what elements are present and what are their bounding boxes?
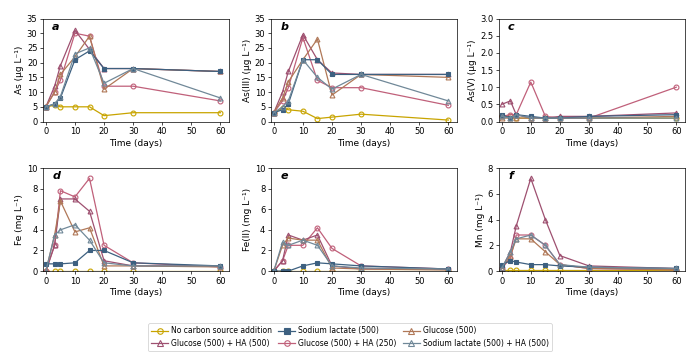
X-axis label: Time (days): Time (days)	[109, 139, 162, 148]
Text: c: c	[508, 22, 514, 32]
Text: a: a	[52, 22, 60, 32]
Y-axis label: As(III) (μg L⁻¹): As(III) (μg L⁻¹)	[243, 38, 252, 102]
Y-axis label: As(V) (μg L⁻¹): As(V) (μg L⁻¹)	[468, 39, 477, 101]
X-axis label: Time (days): Time (days)	[566, 288, 619, 297]
Y-axis label: Mn (mg L⁻¹): Mn (mg L⁻¹)	[476, 192, 485, 247]
X-axis label: Time (days): Time (days)	[566, 139, 619, 148]
Y-axis label: As (μg L⁻¹): As (μg L⁻¹)	[15, 46, 24, 94]
Legend: No carbon source addition, Glucose (500) + HA (500), Sodium lactate (500), Gluco: No carbon source addition, Glucose (500)…	[148, 323, 552, 351]
Text: e: e	[280, 171, 288, 181]
X-axis label: Time (days): Time (days)	[337, 139, 391, 148]
X-axis label: Time (days): Time (days)	[337, 288, 391, 297]
Y-axis label: Fe(II) (mg L⁻¹): Fe(II) (mg L⁻¹)	[243, 188, 252, 251]
Text: d: d	[52, 171, 60, 181]
Text: b: b	[280, 22, 288, 32]
X-axis label: Time (days): Time (days)	[109, 288, 162, 297]
Y-axis label: Fe (mg L⁻¹): Fe (mg L⁻¹)	[15, 194, 24, 245]
Text: f: f	[508, 171, 513, 181]
